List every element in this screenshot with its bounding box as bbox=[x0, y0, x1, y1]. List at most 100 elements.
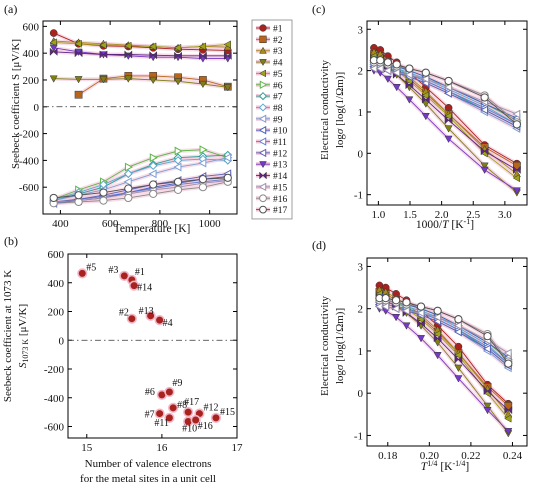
data-point bbox=[74, 90, 83, 99]
legend-label: #10 bbox=[273, 127, 288, 137]
scatter-point bbox=[210, 412, 222, 423]
data-point bbox=[512, 174, 521, 183]
data-point bbox=[454, 375, 463, 383]
series-line bbox=[53, 41, 228, 49]
data-point bbox=[391, 296, 401, 305]
data-point bbox=[173, 177, 183, 186]
panel-b-ylabel-line2: S1073 K [μV/K] bbox=[17, 304, 30, 368]
data-point bbox=[74, 197, 83, 207]
data-point bbox=[392, 314, 401, 322]
legend-label: #17 bbox=[273, 206, 288, 216]
legend-marker bbox=[259, 59, 267, 66]
y-tick-label: -400 bbox=[44, 393, 65, 405]
legend-label: #7 bbox=[273, 93, 283, 103]
data-point bbox=[148, 161, 158, 171]
data-point bbox=[148, 169, 157, 179]
data-point bbox=[401, 306, 410, 316]
plot-frame bbox=[366, 20, 528, 206]
scatter-point bbox=[154, 408, 165, 419]
panel-c-axes: 1.0 1.5 2.0 2.5 3.0 -1 0 1 2 3 bbox=[354, 20, 528, 221]
data-point bbox=[480, 162, 489, 170]
data-point bbox=[198, 80, 207, 89]
plot-frame bbox=[67, 253, 238, 439]
data-point bbox=[124, 162, 133, 172]
y-tick-label: 2 bbox=[358, 66, 364, 78]
data-point bbox=[223, 153, 232, 163]
legend-marker bbox=[259, 46, 267, 54]
data-point bbox=[198, 175, 208, 184]
legend-marker bbox=[259, 161, 267, 169]
x-tick-label: 15 bbox=[81, 442, 93, 454]
data-point bbox=[198, 42, 207, 51]
data-point bbox=[503, 348, 512, 358]
panel-c-xlabel: 1000/T [K-1] bbox=[416, 217, 474, 231]
legend-marker bbox=[258, 137, 267, 146]
data-point bbox=[504, 402, 513, 410]
data-point bbox=[149, 76, 158, 85]
data-point bbox=[173, 43, 182, 52]
data-point bbox=[74, 48, 83, 58]
y-tick-label: -200 bbox=[19, 129, 40, 141]
data-point bbox=[223, 40, 231, 49]
data-point bbox=[444, 112, 452, 121]
data-point bbox=[381, 294, 390, 303]
legend-marker bbox=[259, 171, 267, 180]
scatter-point bbox=[164, 386, 175, 398]
data-point bbox=[405, 80, 414, 90]
data-point bbox=[454, 355, 463, 364]
y-tick-label: 0 bbox=[59, 335, 65, 347]
data-point bbox=[512, 109, 521, 119]
scatter-point bbox=[119, 270, 130, 281]
data-point bbox=[99, 196, 108, 205]
data-point bbox=[99, 188, 108, 197]
data-point bbox=[444, 135, 453, 143]
data-point bbox=[49, 38, 57, 47]
data-point bbox=[433, 306, 442, 315]
data-point bbox=[480, 147, 489, 156]
point-label: #15 bbox=[220, 407, 235, 418]
data-point bbox=[223, 84, 232, 92]
series-line bbox=[53, 181, 228, 204]
y-tick-label: -400 bbox=[19, 155, 40, 167]
legend-label: #14 bbox=[273, 172, 288, 182]
y-tick-label: -1 bbox=[354, 190, 363, 202]
point-label: #7 bbox=[145, 410, 155, 421]
data-point bbox=[421, 95, 430, 104]
data-point bbox=[512, 120, 521, 129]
point-label: #16 bbox=[198, 421, 213, 432]
data-point bbox=[383, 75, 392, 84]
data-point bbox=[512, 187, 521, 195]
y-tick-label: 2 bbox=[358, 304, 364, 316]
data-point bbox=[198, 158, 207, 168]
data-point bbox=[124, 169, 133, 179]
data-point bbox=[482, 344, 491, 354]
data-point bbox=[392, 68, 401, 78]
data-point bbox=[417, 335, 426, 343]
data-point bbox=[173, 156, 183, 165]
data-point bbox=[404, 70, 413, 80]
data-point bbox=[433, 312, 442, 322]
series-line bbox=[53, 177, 228, 199]
data-point bbox=[149, 180, 158, 189]
data-point bbox=[49, 193, 58, 203]
data-point bbox=[392, 84, 401, 92]
panel-b-ylabel-line1: Seebeck coefficient at 1073 K bbox=[2, 270, 14, 402]
data-point bbox=[174, 146, 183, 156]
point-label: #17 bbox=[184, 397, 199, 408]
y-tick-label: 1 bbox=[358, 346, 364, 358]
data-point bbox=[149, 189, 158, 198]
panel-c-ylabel-line2: logσ [log(1/Ωm)] bbox=[334, 72, 346, 148]
data-point bbox=[381, 302, 390, 312]
x-tick-label: 0.24 bbox=[503, 450, 523, 462]
x-tick-label: 16 bbox=[156, 442, 168, 454]
data-point bbox=[454, 364, 463, 372]
scatter-point bbox=[183, 407, 194, 418]
data-point bbox=[124, 184, 133, 193]
legend-label: #3 bbox=[273, 47, 283, 57]
data-point bbox=[49, 29, 58, 37]
data-point bbox=[223, 51, 232, 61]
point-label: #14 bbox=[137, 283, 152, 294]
data-point bbox=[433, 330, 441, 339]
data-point bbox=[49, 44, 58, 52]
data-point bbox=[483, 386, 492, 396]
